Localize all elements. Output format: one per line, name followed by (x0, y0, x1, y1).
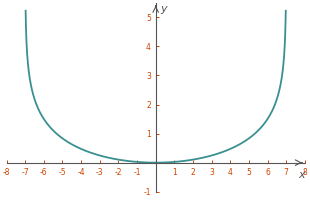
Text: y: y (160, 4, 166, 14)
Text: x: x (299, 170, 305, 180)
